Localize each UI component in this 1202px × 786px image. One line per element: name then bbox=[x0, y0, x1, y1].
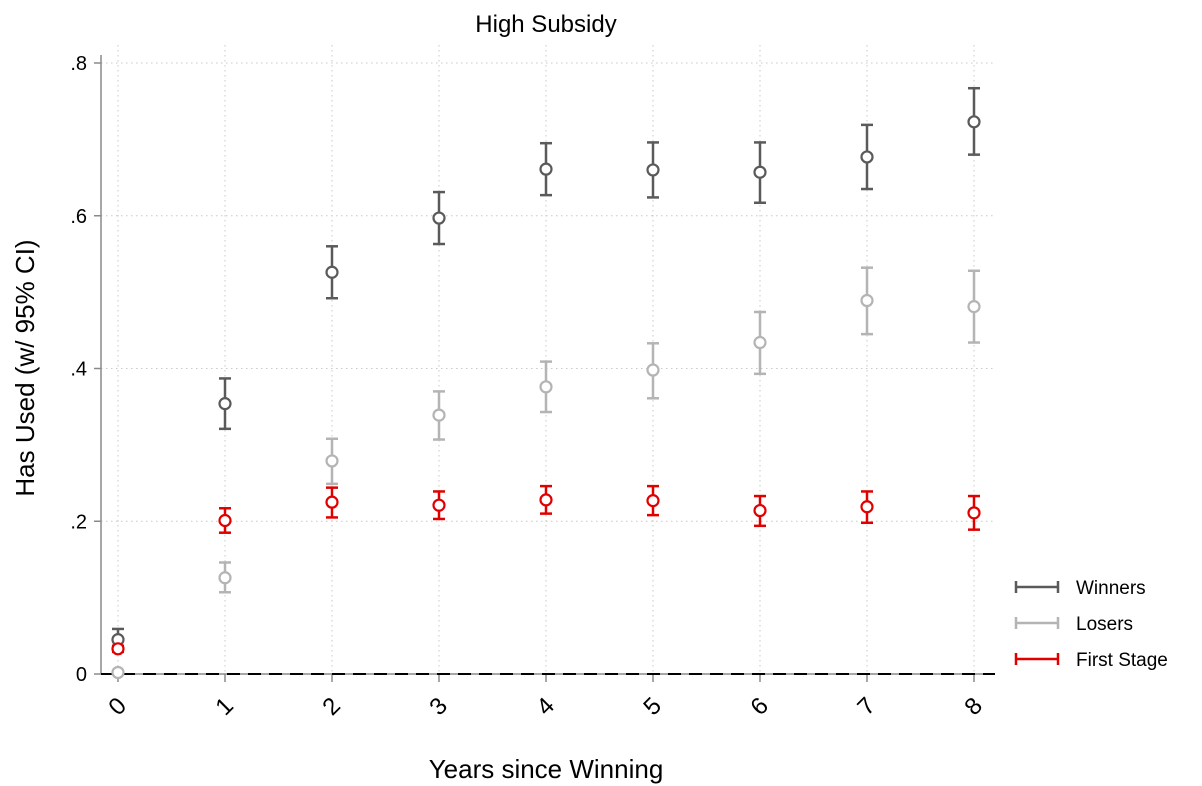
data-point bbox=[432, 211, 446, 225]
data-point bbox=[218, 571, 232, 585]
data-point bbox=[860, 150, 874, 164]
legend-label: First Stage bbox=[1076, 650, 1168, 671]
x-axis-title: Years since Winning bbox=[429, 754, 664, 784]
legend: Winners Losers First Stage bbox=[1014, 578, 1168, 671]
data-point bbox=[967, 115, 981, 129]
data-point bbox=[539, 493, 553, 507]
x-tick-label: 5 bbox=[638, 692, 667, 721]
series-winners bbox=[111, 86, 981, 653]
data-point bbox=[860, 500, 874, 514]
data-point bbox=[860, 293, 874, 308]
x-tick-label: 3 bbox=[424, 692, 453, 721]
data-point bbox=[218, 513, 232, 528]
x-tick-label: 8 bbox=[959, 692, 988, 721]
data-marks bbox=[111, 86, 981, 680]
x-tick-label: 6 bbox=[745, 692, 774, 721]
y-tick-label: .6 bbox=[70, 206, 87, 228]
x-tick-label: 7 bbox=[852, 692, 881, 721]
data-point bbox=[539, 380, 553, 394]
y-tick-label: 0 bbox=[76, 664, 87, 686]
data-point bbox=[218, 397, 232, 411]
data-point bbox=[646, 494, 660, 508]
axes: 0 .2 .4 .6 .8 0 1 2 3 4 5 6 7 8 bbox=[70, 53, 995, 721]
data-point bbox=[753, 165, 767, 179]
data-point bbox=[539, 162, 553, 176]
x-tick-label: 0 bbox=[103, 692, 132, 721]
legend-entry: First Stage bbox=[1014, 650, 1168, 671]
data-point bbox=[432, 498, 446, 512]
gridlines bbox=[101, 45, 995, 674]
data-point bbox=[753, 335, 767, 350]
x-tick-label: 4 bbox=[531, 692, 560, 721]
data-point bbox=[646, 163, 660, 177]
legend-entry: Winners bbox=[1014, 578, 1146, 599]
y-tick-label: .4 bbox=[70, 359, 87, 381]
y-axis-title: Has Used (w/ 95% CI) bbox=[10, 239, 40, 496]
chart-title: High Subsidy bbox=[475, 11, 616, 38]
data-point bbox=[967, 506, 981, 520]
data-point bbox=[325, 265, 339, 279]
data-point bbox=[753, 503, 767, 518]
data-point bbox=[111, 665, 125, 680]
x-tick-label: 1 bbox=[210, 692, 239, 721]
data-point bbox=[646, 363, 660, 377]
data-point bbox=[325, 495, 339, 509]
data-point bbox=[967, 300, 981, 314]
legend-entry: Losers bbox=[1014, 614, 1133, 635]
data-point bbox=[111, 642, 125, 656]
series-losers bbox=[111, 266, 981, 680]
y-tick-label: .8 bbox=[70, 53, 87, 75]
x-tick-label: 2 bbox=[317, 692, 346, 721]
data-point bbox=[325, 454, 339, 468]
legend-label: Losers bbox=[1076, 614, 1133, 635]
data-point bbox=[432, 408, 446, 422]
y-tick-label: .2 bbox=[70, 511, 87, 533]
legend-label: Winners bbox=[1076, 578, 1146, 599]
series-first-stage bbox=[111, 484, 981, 656]
